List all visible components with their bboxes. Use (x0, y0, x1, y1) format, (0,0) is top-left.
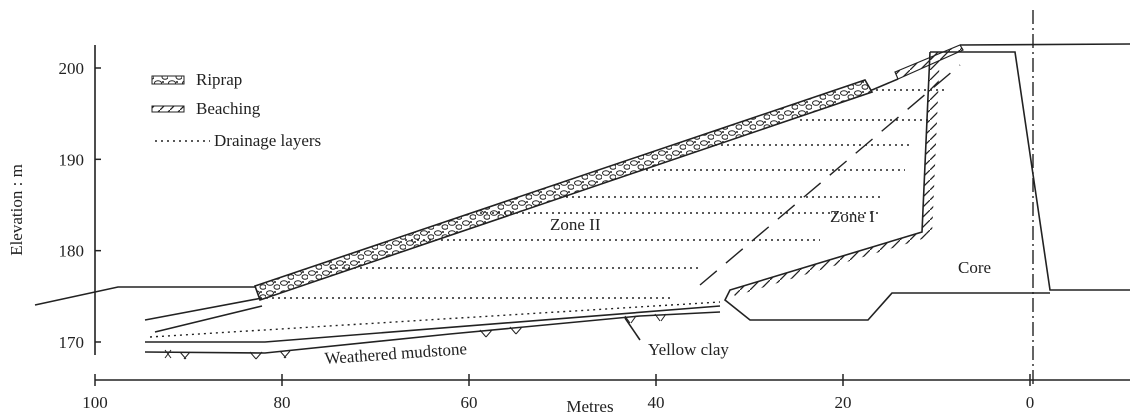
zone-label: Zone II (550, 215, 601, 234)
zone-label: Core (958, 258, 991, 277)
slope-line (872, 79, 898, 90)
x-tick-label: 100 (82, 393, 108, 412)
y-tick-label: 170 (59, 333, 85, 352)
core-hatch (922, 52, 940, 236)
drainage-layers (150, 90, 945, 337)
y-axis-label: Elevation : m (7, 164, 26, 256)
riprap (255, 80, 872, 300)
crest (960, 44, 1130, 45)
ground-label: Yellow clay (648, 340, 729, 359)
core-hatch (730, 232, 932, 296)
x-tick-label: 0 (1026, 393, 1035, 412)
x-tick-label: 20 (835, 393, 852, 412)
x-tick-label: 80 (274, 393, 291, 412)
slope-line (155, 306, 262, 332)
y-tick-label: 200 (59, 59, 85, 78)
x-axis-label: Metres (566, 397, 613, 416)
legend-label: Beaching (196, 99, 261, 118)
core-outline (930, 52, 1130, 290)
slope-line (145, 298, 262, 320)
legend-label: Riprap (196, 70, 242, 89)
zone-label: Zone I (830, 207, 875, 226)
ground (35, 287, 255, 305)
legend-label: Drainage layers (214, 131, 321, 150)
legend-swatch (152, 106, 184, 112)
ground-label: Weathered mudstone (324, 339, 468, 368)
x-tick-label: 40 (648, 393, 665, 412)
y-tick-label: 190 (59, 150, 85, 169)
legend-swatch (152, 76, 184, 84)
y-tick-label: 180 (59, 242, 85, 261)
dam-section: Elevation : m Metres Riprap Beaching (0, 0, 1134, 416)
x-tick-label: 60 (461, 393, 478, 412)
